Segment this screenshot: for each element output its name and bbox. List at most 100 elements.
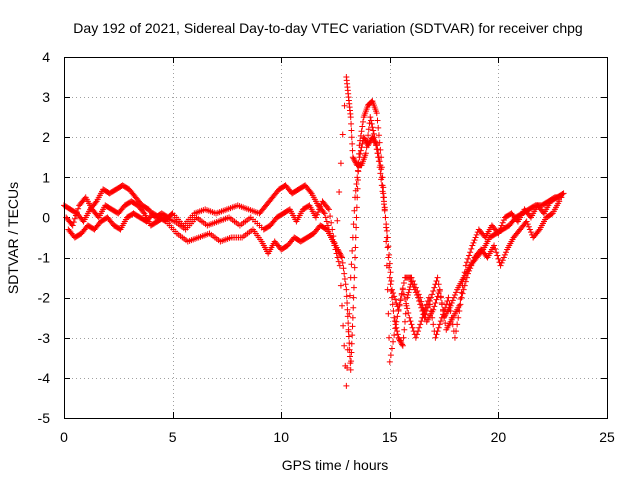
data-point xyxy=(352,254,359,261)
data-point xyxy=(352,187,359,194)
data-point xyxy=(451,291,458,298)
data-point xyxy=(383,221,390,228)
data-point xyxy=(346,292,353,299)
data-point xyxy=(341,270,348,277)
data-point xyxy=(337,160,344,167)
data-point xyxy=(387,281,394,288)
data-point xyxy=(386,358,393,365)
data-point xyxy=(329,226,336,233)
data-point xyxy=(495,230,502,237)
data-point xyxy=(74,209,81,216)
data-point xyxy=(316,206,323,213)
data-point xyxy=(407,318,414,325)
data-point xyxy=(390,338,397,345)
data-point xyxy=(353,181,360,188)
data-point xyxy=(360,134,367,141)
data-point xyxy=(412,284,419,291)
data-point xyxy=(381,207,388,214)
data-point xyxy=(430,287,437,294)
data-point xyxy=(425,294,432,301)
data-point xyxy=(317,203,324,210)
x-tick-label: 5 xyxy=(169,429,177,445)
data-point xyxy=(328,219,335,226)
data-points xyxy=(61,74,567,389)
x-tick-labels: 0 5 10 15 20 25 xyxy=(60,429,615,445)
data-point xyxy=(333,250,340,257)
data-point xyxy=(392,325,399,332)
data-point xyxy=(447,308,454,315)
data-point xyxy=(435,324,442,331)
data-point xyxy=(168,211,175,218)
data-point xyxy=(384,244,391,251)
data-point xyxy=(372,138,379,145)
data-point xyxy=(457,301,464,308)
x-tick-label: 25 xyxy=(599,429,615,445)
data-point xyxy=(402,318,409,325)
data-point xyxy=(436,321,443,328)
data-point xyxy=(380,194,387,201)
data-point xyxy=(334,254,341,261)
data-point xyxy=(373,110,380,117)
data-point xyxy=(524,221,531,228)
data-point xyxy=(92,199,99,206)
data-point xyxy=(402,310,409,317)
data-point xyxy=(415,291,422,298)
data-point xyxy=(462,262,469,269)
data-point xyxy=(377,146,384,153)
data-point xyxy=(349,147,356,154)
data-point xyxy=(371,134,378,141)
data-point xyxy=(401,326,408,333)
data-point xyxy=(331,239,338,246)
data-point xyxy=(556,198,563,205)
data-point xyxy=(408,274,415,281)
data-point xyxy=(559,191,566,198)
data-point xyxy=(379,188,386,195)
data-point xyxy=(336,189,343,196)
data-point xyxy=(314,211,321,218)
data-point xyxy=(392,296,399,303)
data-point xyxy=(434,274,441,281)
data-point xyxy=(370,130,377,137)
data-point xyxy=(324,205,331,212)
data-point xyxy=(435,289,442,296)
data-point xyxy=(349,140,356,147)
data-point xyxy=(497,225,504,232)
data-point xyxy=(350,155,357,162)
data-point xyxy=(343,293,350,300)
data-point xyxy=(406,314,413,321)
data-point xyxy=(469,259,476,266)
data-point xyxy=(363,144,370,151)
data-point xyxy=(325,206,332,213)
data-point xyxy=(352,194,359,201)
data-point xyxy=(387,352,394,359)
data-point xyxy=(348,127,355,134)
data-point xyxy=(349,314,356,321)
x-tick-label: 15 xyxy=(382,429,398,445)
data-point xyxy=(450,294,457,301)
data-point xyxy=(417,321,424,328)
data-point xyxy=(337,282,344,289)
data-point xyxy=(393,300,400,307)
data-point xyxy=(390,289,397,296)
data-point xyxy=(334,217,341,224)
series-chpg-trace-3 xyxy=(63,74,567,333)
y-tick-label: 4 xyxy=(42,49,50,65)
data-point xyxy=(467,265,474,272)
data-point xyxy=(330,238,337,245)
data-point xyxy=(523,218,530,225)
data-point xyxy=(344,306,351,313)
data-point xyxy=(347,114,354,121)
data-point xyxy=(494,252,501,259)
data-point xyxy=(378,182,385,189)
data-point xyxy=(353,204,360,211)
data-point xyxy=(378,176,385,183)
data-point xyxy=(357,147,364,154)
data-point xyxy=(419,302,426,309)
y-tick-label: 3 xyxy=(42,89,50,105)
data-point xyxy=(437,318,444,325)
data-point xyxy=(464,270,471,277)
data-point xyxy=(350,294,357,301)
data-point xyxy=(455,314,462,321)
data-point xyxy=(404,291,411,298)
data-point xyxy=(348,340,355,347)
